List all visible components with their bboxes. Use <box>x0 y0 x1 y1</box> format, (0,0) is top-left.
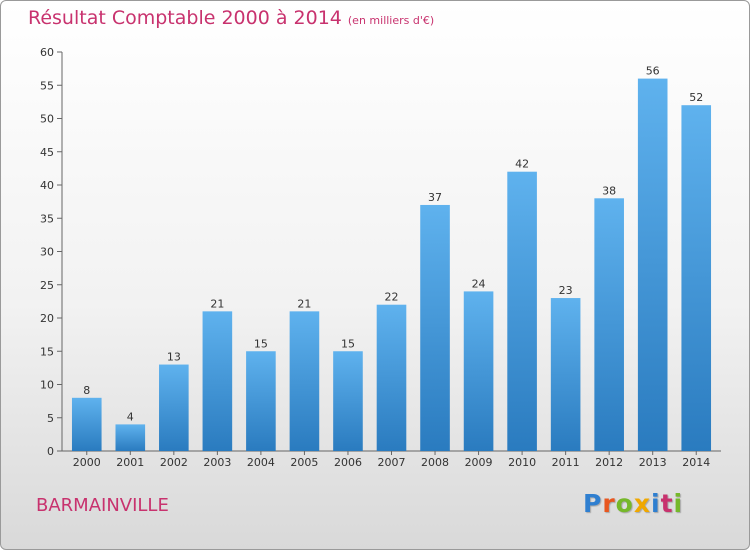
x-tick-label: 2002 <box>160 456 188 469</box>
y-tick-label: 55 <box>40 79 54 92</box>
y-tick-label: 45 <box>40 146 54 159</box>
data-label-2014: 52 <box>689 91 703 104</box>
data-label-2000: 8 <box>83 384 90 397</box>
commune-name: BARMAINVILLE <box>36 495 169 516</box>
x-tick-label: 2009 <box>465 456 493 469</box>
y-tick-label: 30 <box>40 246 54 259</box>
bar-2007 <box>376 304 407 451</box>
bar-2013 <box>637 78 668 451</box>
data-label-2007: 22 <box>385 291 399 304</box>
logo-letter: i <box>673 489 684 518</box>
x-tick-label: 2001 <box>116 456 144 469</box>
y-tick-label: 20 <box>40 312 54 325</box>
data-label-2005: 21 <box>297 297 311 310</box>
data-label-2010: 42 <box>515 158 529 171</box>
chart-unit: (en milliers d'€) <box>347 14 435 27</box>
bar-2011 <box>550 298 581 451</box>
logo-letter: x <box>633 489 651 518</box>
x-tick-label: 2000 <box>73 456 101 469</box>
x-tick-label: 2012 <box>595 456 623 469</box>
bar-2014 <box>681 105 712 451</box>
x-tick-label: 2013 <box>639 456 667 469</box>
y-tick-label: 0 <box>47 445 54 458</box>
bar-2000 <box>71 397 102 451</box>
bar-2006 <box>333 351 363 451</box>
x-tick-label: 2011 <box>552 456 580 469</box>
bar-2005 <box>289 311 320 451</box>
logo-letter: r <box>602 489 616 518</box>
bar-2010 <box>507 171 537 451</box>
data-label-2013: 56 <box>646 65 660 78</box>
x-tick-label: 2003 <box>203 456 231 469</box>
data-label-2011: 23 <box>559 284 573 297</box>
bar-2002 <box>159 364 189 451</box>
data-label-2008: 37 <box>428 191 442 204</box>
x-tick-label: 2014 <box>682 456 710 469</box>
data-label-2002: 13 <box>167 351 181 364</box>
x-tick-label: 2005 <box>290 456 318 469</box>
bar-2003 <box>202 311 233 451</box>
y-tick-label: 35 <box>40 212 54 225</box>
chart-title-text: Résultat Comptable 2000 à 2014 <box>28 7 342 29</box>
bar-2004 <box>246 351 276 451</box>
x-tick-label: 2006 <box>334 456 362 469</box>
data-label-2006: 15 <box>341 337 355 350</box>
data-label-2004: 15 <box>254 337 268 350</box>
logo-letter: o <box>615 489 634 518</box>
data-label-2003: 21 <box>210 297 224 310</box>
data-label-2009: 24 <box>472 277 486 290</box>
y-tick-label: 5 <box>47 412 54 425</box>
y-tick-label: 15 <box>40 345 54 358</box>
logo-letter: t <box>660 489 674 518</box>
y-tick-label: 25 <box>40 279 54 292</box>
data-label-2012: 38 <box>602 184 616 197</box>
logo-letter: i <box>651 489 661 518</box>
logo-letter: P <box>583 489 603 518</box>
y-tick-label: 10 <box>40 379 54 392</box>
x-tick-label: 2007 <box>378 456 406 469</box>
bar-2012 <box>594 198 624 451</box>
bar-2001 <box>115 424 146 451</box>
data-label-2001: 4 <box>127 410 134 423</box>
y-tick-label: 60 <box>40 46 54 59</box>
bar-2008 <box>420 204 450 451</box>
proxiti-logo: Proxiti <box>583 489 683 518</box>
y-tick-label: 40 <box>40 179 54 192</box>
bar-2009 <box>463 291 494 451</box>
y-tick-label: 50 <box>40 113 54 126</box>
x-tick-label: 2008 <box>421 456 449 469</box>
x-tick-label: 2010 <box>508 456 536 469</box>
x-tick-label: 2004 <box>247 456 275 469</box>
chart-title: Résultat Comptable 2000 à 2014 (en millie… <box>28 7 434 29</box>
